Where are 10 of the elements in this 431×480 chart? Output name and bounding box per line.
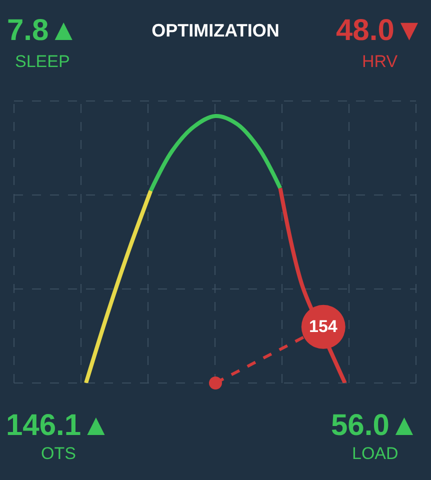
- text: HRV: [362, 52, 398, 71]
- annotation: 154: [309, 317, 338, 336]
- text: 146.1▲: [6, 409, 111, 442]
- text: LOAD: [352, 444, 398, 463]
- text: 48.0▼: [336, 14, 424, 47]
- text: 56.0▲: [331, 409, 420, 442]
- text: SLEEP: [15, 52, 70, 71]
- chart-title: OPTIMIZATION: [152, 20, 280, 40]
- text: OTS: [41, 444, 76, 463]
- text: 7.8▲: [7, 14, 78, 47]
